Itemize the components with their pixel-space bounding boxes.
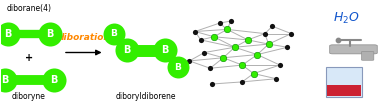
Point [270,25,276,27]
Point [232,46,238,48]
Text: B: B [50,75,57,85]
Point [277,64,283,66]
Point [201,52,208,53]
Point [245,39,251,41]
Point [335,40,341,41]
Text: diboryne: diboryne [12,92,46,101]
Point [224,29,230,30]
Text: B: B [161,45,169,55]
Point [284,46,290,48]
Point [239,81,245,83]
Point [209,83,215,85]
Text: B: B [5,29,12,39]
Point [175,66,181,68]
Point [262,33,268,34]
FancyBboxPatch shape [326,67,362,97]
Text: +: + [25,53,33,63]
Point [288,33,294,34]
Text: $H_2O$: $H_2O$ [333,11,359,26]
Point [47,33,53,34]
Point [220,57,226,59]
Point [192,31,198,32]
Point [211,36,217,38]
Point [239,64,245,66]
Point [2,79,8,81]
Text: diboration: diboration [57,33,110,42]
Point [5,33,11,34]
FancyBboxPatch shape [330,45,377,54]
Point [228,20,234,22]
Point [266,43,272,45]
Text: diboryldiborene: diboryldiborene [116,92,176,101]
Point [207,67,213,69]
Point [217,22,223,24]
Point [254,54,260,55]
Point [273,78,279,80]
Text: B: B [175,63,181,72]
Text: B: B [110,29,117,38]
Point [198,39,204,41]
Point [51,79,57,81]
FancyBboxPatch shape [361,52,374,60]
Text: B: B [124,45,131,55]
Point [162,50,168,51]
Text: B: B [1,75,8,85]
FancyBboxPatch shape [327,85,361,96]
Point [111,33,117,34]
Point [251,73,257,74]
Point [186,60,192,62]
Text: B: B [46,29,53,39]
Point [124,50,130,51]
Text: diborane(4): diborane(4) [6,4,51,13]
